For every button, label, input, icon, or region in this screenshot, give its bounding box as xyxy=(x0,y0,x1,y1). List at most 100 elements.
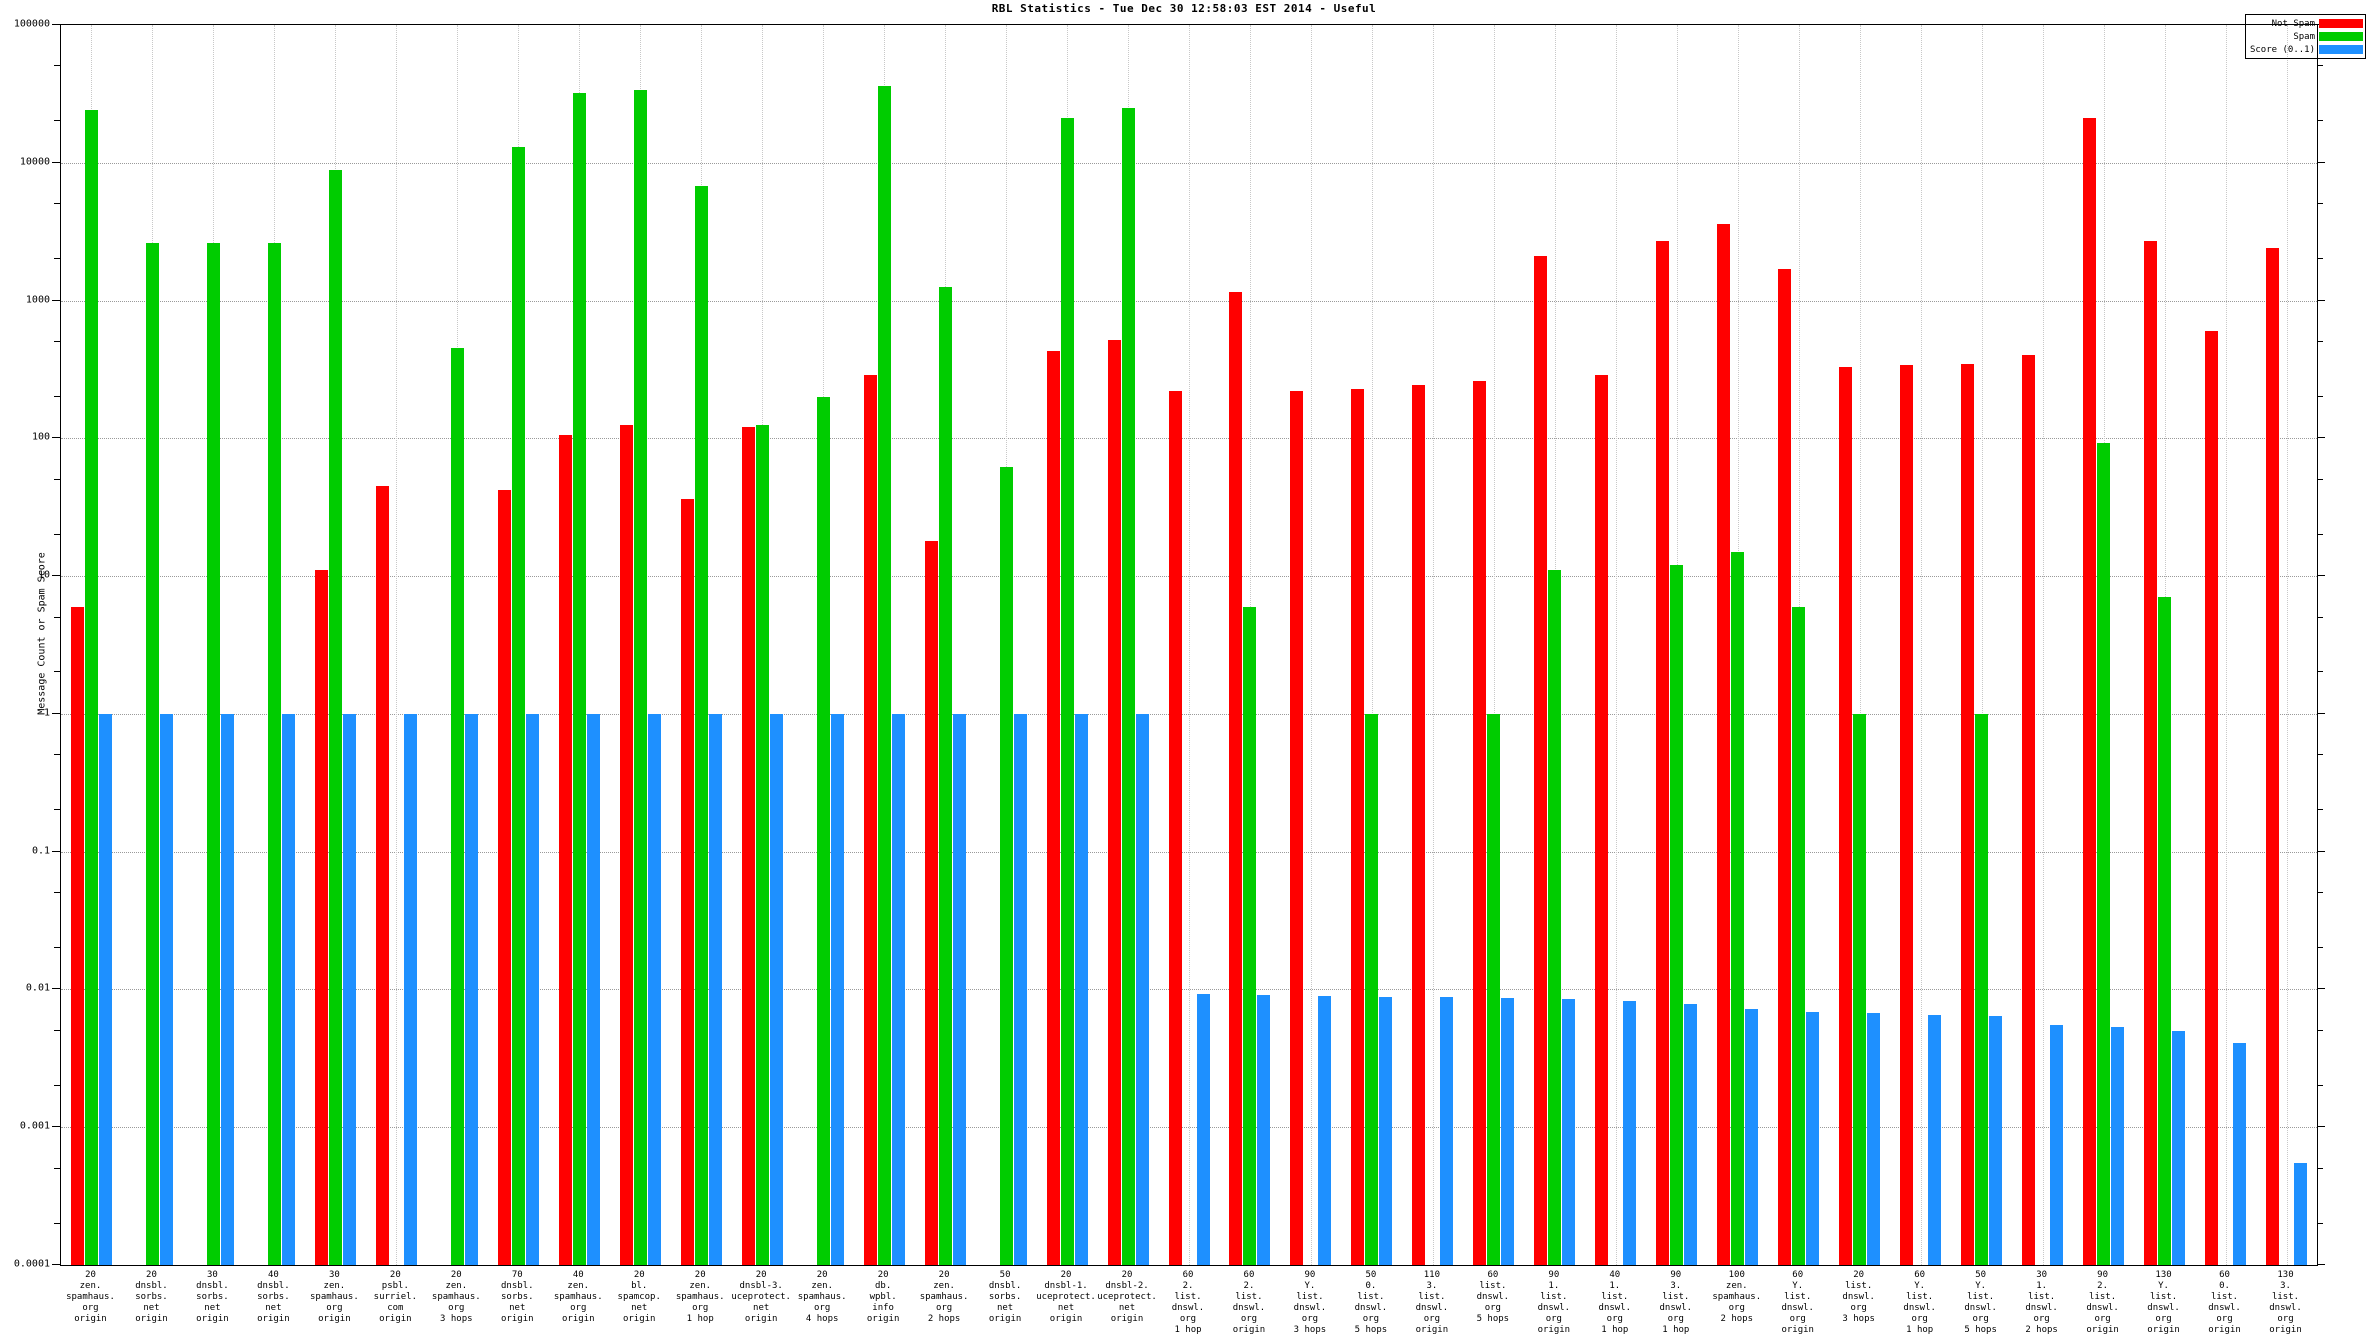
x-axis-label-line: db. xyxy=(874,1281,892,1291)
x-axis-label-count: 60 xyxy=(1243,1270,1255,1280)
x-axis-label-count: 20 xyxy=(85,1270,96,1280)
y-axis-minor-tick xyxy=(2316,616,2323,618)
x-axis-label-line: origin xyxy=(2269,1325,2302,1335)
x-axis-label-count: 20 xyxy=(450,1270,462,1280)
bar-notspam xyxy=(2022,355,2036,1265)
vertical-gridline xyxy=(2042,25,2044,1265)
bar-score xyxy=(2050,1025,2064,1265)
x-axis-label: 60 Y. list. dnswl. org origin xyxy=(1767,1270,1828,1336)
bar-spam xyxy=(2097,442,2111,1265)
bar-score xyxy=(1867,1013,1881,1265)
y-axis-tick-label: 1 xyxy=(43,707,50,719)
bar-notspam xyxy=(1168,391,1182,1265)
x-axis-label-line: list. xyxy=(1479,1281,1507,1291)
x-axis-label-line: 2 hops xyxy=(927,1314,961,1324)
bar-score xyxy=(1501,998,1515,1265)
x-axis-label-line: origin xyxy=(257,1314,290,1324)
x-axis-label-line: spamhaus. xyxy=(675,1292,725,1302)
bar-spam xyxy=(328,170,342,1265)
bar-score xyxy=(952,713,966,1265)
legend-entry[interactable]: Score (0..1) xyxy=(2250,43,2363,56)
y-axis-minor-tick xyxy=(54,1167,61,1169)
x-axis-label: 20 list. dnswl. org 3 hops xyxy=(1828,1270,1889,1325)
bar-notspam xyxy=(2205,331,2219,1265)
bar-score xyxy=(1745,1009,1759,1265)
bar-spam xyxy=(938,287,952,1265)
y-axis-tick xyxy=(52,712,61,714)
x-axis-label-line: surriel. xyxy=(373,1292,418,1302)
x-axis-label: 20 dnsbl-2. uceprotect. net origin xyxy=(1097,1270,1158,1325)
x-axis-label: 20 dnsbl. sorbs. net origin xyxy=(121,1270,182,1325)
y-axis-minor-tick xyxy=(2316,1084,2323,1086)
x-axis-label-line: org xyxy=(1667,1314,1684,1324)
y-axis-minor-tick xyxy=(54,395,61,397)
y-axis-tick-label: 100000 xyxy=(13,18,50,30)
x-axis-label-count: 50 xyxy=(1975,1270,1987,1280)
x-axis-label-line: list. xyxy=(2210,1292,2239,1302)
bar-spam xyxy=(145,243,159,1265)
legend-entry[interactable]: Not Spam xyxy=(2250,17,2363,30)
x-axis-label-line: wpbl. xyxy=(869,1292,897,1302)
x-axis-label-line: 3. xyxy=(2280,1281,2291,1291)
y-axis-tick xyxy=(2316,988,2325,990)
vertical-gridline xyxy=(1493,25,1495,1265)
legend-label: Spam xyxy=(2293,31,2315,42)
x-axis-label-line: dnswl. xyxy=(1659,1303,1693,1313)
bar-score xyxy=(525,713,539,1265)
bar-spam xyxy=(633,89,647,1265)
x-axis-label: 20 zen. spamhaus. org 1 hop xyxy=(670,1270,731,1325)
x-axis-label-line: origin xyxy=(622,1314,656,1324)
bar-notspam xyxy=(1595,374,1609,1265)
x-axis-label-line: uceprotect. xyxy=(1036,1292,1096,1302)
x-axis-label-line: list. xyxy=(1357,1292,1385,1302)
bar-score xyxy=(1379,997,1393,1265)
bar-notspam xyxy=(1351,388,1365,1265)
y-axis-minor-tick xyxy=(54,203,61,205)
x-axis-label-line: origin xyxy=(1415,1325,1449,1335)
vertical-gridline xyxy=(2225,25,2227,1265)
legend-entry[interactable]: Spam xyxy=(2250,30,2363,43)
x-axis-label-line: psbl. xyxy=(381,1281,409,1291)
y-axis-minor-tick xyxy=(54,478,61,480)
x-axis-label-line: dnsbl. xyxy=(988,1281,1022,1291)
y-axis-tick xyxy=(2316,712,2325,714)
x-axis-label: 30 zen. spamhaus. org origin xyxy=(304,1270,365,1325)
x-axis-label-line: 5 hops xyxy=(1354,1325,1388,1335)
bar-score xyxy=(403,713,417,1265)
y-axis-minor-tick xyxy=(54,754,61,756)
x-axis-label-count: 50 xyxy=(1365,1270,1377,1280)
x-axis-label-line: net xyxy=(265,1303,282,1313)
chart-title: RBL Statistics - Tue Dec 30 12:58:03 EST… xyxy=(991,2,1377,15)
x-axis-label-line: dnswl. xyxy=(2025,1303,2058,1313)
x-axis-label-line: 2 hops xyxy=(1720,1314,1753,1324)
x-axis-label: 110 3. list. dnswl. org origin xyxy=(1401,1270,1462,1336)
x-axis-label-count: 90 xyxy=(1304,1270,1316,1280)
x-axis-label-count: 60 xyxy=(2219,1270,2230,1280)
x-axis-label-line: list. xyxy=(2271,1292,2300,1302)
y-axis-minor-tick xyxy=(2316,533,2323,535)
x-axis-label-line: origin xyxy=(2208,1325,2241,1335)
x-axis-label: 130 3. list. dnswl. org origin xyxy=(2255,1270,2316,1336)
x-axis-label-count: 40 xyxy=(572,1270,584,1280)
x-axis-label-line: 1 hop xyxy=(1662,1325,1690,1335)
bar-spam xyxy=(2158,597,2172,1265)
x-axis-label-line: net xyxy=(631,1303,648,1313)
bar-notspam xyxy=(1900,365,1914,1265)
x-axis-label-line: sorbs. xyxy=(135,1292,168,1302)
x-axis-label-count: 20 xyxy=(389,1270,401,1280)
y-axis-minor-tick xyxy=(54,258,61,260)
bar-spam xyxy=(572,93,586,1265)
y-axis-minor-tick xyxy=(2316,1029,2323,1031)
x-axis-label-line: 2. xyxy=(2097,1281,2108,1291)
x-axis-label-count: 20 xyxy=(633,1270,645,1280)
bar-spam xyxy=(999,466,1013,1265)
x-axis-label-count: 40 xyxy=(1609,1270,1621,1280)
x-axis-label-line: origin xyxy=(1110,1314,1144,1324)
x-axis-label-line: origin xyxy=(1781,1325,1814,1335)
bar-spam xyxy=(1243,606,1257,1265)
bar-spam xyxy=(1487,713,1501,1265)
y-axis-minor-tick xyxy=(2316,1222,2323,1224)
x-axis-label: 70 dnsbl. sorbs. net origin xyxy=(487,1270,548,1325)
y-axis-minor-tick xyxy=(54,946,61,948)
bar-score xyxy=(891,713,905,1265)
